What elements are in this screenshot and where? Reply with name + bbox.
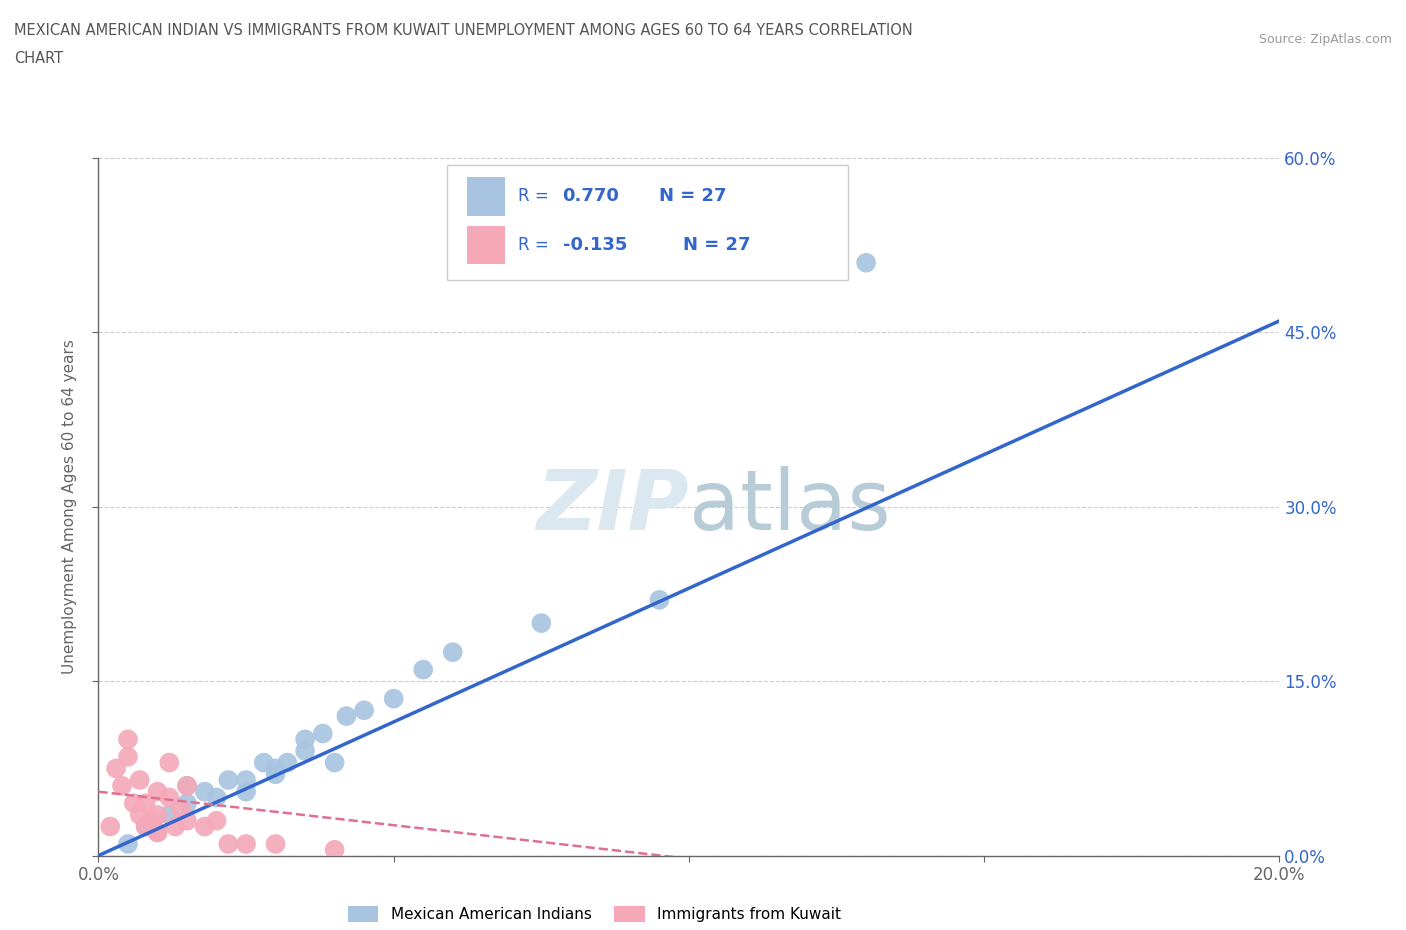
Point xyxy=(176,778,198,793)
Point xyxy=(194,784,217,799)
Point xyxy=(128,807,150,822)
Point xyxy=(194,819,217,834)
Text: MEXICAN AMERICAN INDIAN VS IMMIGRANTS FROM KUWAIT UNEMPLOYMENT AMONG AGES 60 TO : MEXICAN AMERICAN INDIAN VS IMMIGRANTS FR… xyxy=(14,23,912,38)
Point xyxy=(235,837,257,852)
Text: atlas: atlas xyxy=(689,466,890,548)
Point xyxy=(323,843,346,857)
Point xyxy=(117,750,139,764)
Point xyxy=(253,755,276,770)
Point xyxy=(530,616,553,631)
FancyBboxPatch shape xyxy=(467,178,505,216)
Text: R =: R = xyxy=(517,188,554,206)
FancyBboxPatch shape xyxy=(467,226,505,264)
Point xyxy=(276,755,298,770)
Point xyxy=(135,796,157,811)
Point xyxy=(117,732,139,747)
Point xyxy=(146,825,169,840)
Text: Source: ZipAtlas.com: Source: ZipAtlas.com xyxy=(1258,33,1392,46)
Point xyxy=(264,766,287,781)
Point xyxy=(146,825,169,840)
Point xyxy=(157,755,180,770)
Text: R =: R = xyxy=(517,236,554,254)
Point xyxy=(146,807,169,822)
Point xyxy=(335,709,357,724)
Legend: Mexican American Indians, Immigrants from Kuwait: Mexican American Indians, Immigrants fro… xyxy=(342,900,848,928)
Text: N = 27: N = 27 xyxy=(683,236,751,254)
Point xyxy=(217,837,239,852)
Point xyxy=(235,773,257,788)
Point xyxy=(205,790,228,805)
Point xyxy=(111,778,134,793)
FancyBboxPatch shape xyxy=(447,166,848,280)
Point xyxy=(205,813,228,829)
Point xyxy=(122,796,145,811)
Point xyxy=(648,592,671,607)
Point xyxy=(135,819,157,834)
Point xyxy=(264,837,287,852)
Point xyxy=(141,813,163,829)
Point xyxy=(157,807,180,822)
Point xyxy=(105,761,128,776)
Point xyxy=(176,796,198,811)
Point xyxy=(382,691,405,706)
Point xyxy=(157,790,180,805)
Point xyxy=(412,662,434,677)
Point xyxy=(176,813,198,829)
Point xyxy=(217,773,239,788)
Point xyxy=(117,837,139,852)
Point xyxy=(264,761,287,776)
Point xyxy=(235,784,257,799)
Point xyxy=(165,819,187,834)
Text: N = 27: N = 27 xyxy=(659,188,727,206)
Point xyxy=(170,802,193,817)
Point xyxy=(312,726,335,741)
Point xyxy=(323,755,346,770)
Point xyxy=(146,784,169,799)
Point xyxy=(98,819,121,834)
Point xyxy=(441,644,464,659)
Point xyxy=(135,819,157,834)
Text: -0.135: -0.135 xyxy=(562,236,627,254)
Text: 0.770: 0.770 xyxy=(562,188,620,206)
Y-axis label: Unemployment Among Ages 60 to 64 years: Unemployment Among Ages 60 to 64 years xyxy=(62,339,77,674)
Point xyxy=(855,256,877,271)
Point xyxy=(146,825,169,840)
Point xyxy=(176,778,198,793)
Text: ZIP: ZIP xyxy=(536,466,689,548)
Point xyxy=(353,703,375,718)
Text: CHART: CHART xyxy=(14,51,63,66)
Point xyxy=(294,732,316,747)
Point xyxy=(128,773,150,788)
Point xyxy=(294,744,316,759)
